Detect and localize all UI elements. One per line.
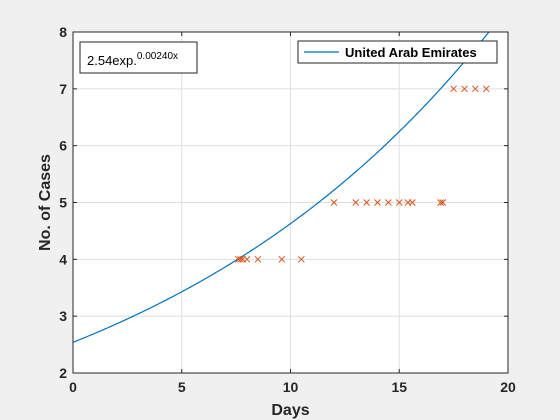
- data-point: [352, 199, 360, 206]
- y-tick-label: 7: [59, 81, 67, 97]
- y-axis-label: No. of Cases: [37, 154, 54, 251]
- grid: [72, 31, 509, 374]
- data-point: [243, 255, 251, 263]
- x-axis-label: Days: [271, 402, 309, 419]
- x-tick-label: 10: [283, 379, 299, 395]
- y-tick-label: 8: [59, 24, 67, 40]
- data-point: [461, 85, 468, 93]
- data-point: [482, 85, 490, 93]
- legend: United Arab Emirates: [297, 40, 498, 64]
- x-tick-label: 0: [69, 379, 77, 395]
- annotation-text: 2.54exp.0.00240x: [87, 51, 178, 68]
- y-tick-label: 5: [59, 195, 67, 211]
- annotation-box: 2.54exp.0.00240x: [79, 41, 198, 74]
- series-layer: [73, 32, 490, 343]
- y-tick-label: 3: [59, 308, 67, 324]
- data-point: [408, 199, 416, 206]
- y-tick-label: 6: [59, 138, 67, 154]
- data-point: [439, 199, 447, 206]
- x-tick-label: 20: [500, 379, 516, 395]
- legend-entry: United Arab Emirates: [345, 45, 477, 60]
- fit-curve: [73, 32, 490, 343]
- data-point: [363, 199, 370, 206]
- data-point: [278, 255, 286, 263]
- annotation-exponent: 0.00240x: [137, 51, 178, 62]
- data-point: [437, 199, 444, 206]
- x-tick-label: 15: [391, 379, 407, 395]
- data-point: [298, 255, 305, 263]
- data-point: [395, 199, 403, 206]
- annotation-frame: [79, 41, 198, 74]
- data-point: [330, 199, 338, 206]
- data-point: [472, 85, 479, 93]
- y-tick-label: 4: [59, 251, 67, 267]
- data-point: [374, 199, 381, 206]
- ticks: 0 5 10 15 20 2 3 4 5 6 7 8: [59, 24, 516, 395]
- annotation-base: 2.54exp.: [87, 53, 137, 68]
- y-tick-label: 2: [59, 365, 67, 381]
- data-point: [237, 255, 244, 263]
- legend-frame: [297, 40, 498, 64]
- data-point: [450, 85, 457, 93]
- x-tick-label: 5: [178, 379, 186, 395]
- data-point: [254, 255, 262, 263]
- data-point: [385, 199, 392, 206]
